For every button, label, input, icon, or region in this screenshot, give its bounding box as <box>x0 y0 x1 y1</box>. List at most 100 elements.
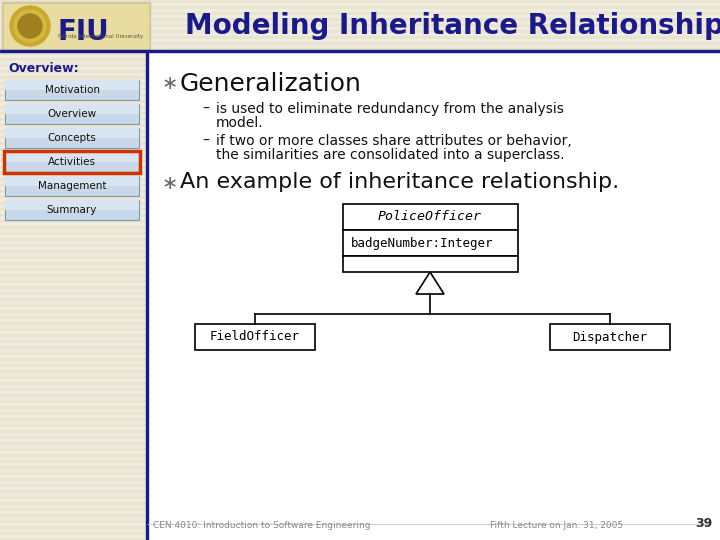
Bar <box>0 310 148 313</box>
Bar <box>0 433 148 436</box>
Bar <box>0 514 148 517</box>
Bar <box>0 58 148 61</box>
Bar <box>0 322 148 325</box>
Bar <box>0 151 148 154</box>
Bar <box>0 352 148 355</box>
Bar <box>0 460 148 463</box>
Bar <box>0 403 148 406</box>
Bar <box>0 340 148 343</box>
Bar <box>0 193 148 196</box>
Bar <box>195 324 315 350</box>
Bar <box>0 226 148 229</box>
Bar <box>0 21 720 24</box>
Text: –: – <box>202 134 209 148</box>
Bar <box>0 283 148 286</box>
Text: Fifth Lecture on Jan. 31, 2005: Fifth Lecture on Jan. 31, 2005 <box>490 521 623 530</box>
Bar <box>0 520 148 523</box>
Bar <box>5 128 139 148</box>
Text: Activities: Activities <box>48 157 96 167</box>
Bar <box>0 100 148 103</box>
Bar <box>0 85 148 88</box>
Bar <box>0 325 148 328</box>
Bar <box>0 157 148 160</box>
Text: 39: 39 <box>695 517 712 530</box>
Bar <box>0 97 148 100</box>
Bar <box>0 124 148 127</box>
Bar <box>0 166 148 169</box>
Bar <box>0 406 148 409</box>
Bar <box>0 229 148 232</box>
Bar <box>0 172 148 175</box>
Bar <box>0 169 148 172</box>
Text: Generalization: Generalization <box>180 72 362 96</box>
Bar <box>0 235 148 238</box>
Bar <box>0 265 148 268</box>
Bar <box>5 104 139 114</box>
Bar <box>0 247 148 250</box>
Bar <box>0 199 148 202</box>
Bar <box>0 379 148 382</box>
Bar <box>0 27 720 30</box>
Bar <box>0 0 720 3</box>
Bar <box>0 388 148 391</box>
Bar <box>0 184 148 187</box>
Bar <box>0 307 148 310</box>
Bar <box>0 490 148 493</box>
Bar <box>0 394 148 397</box>
Bar <box>0 298 148 301</box>
Bar <box>0 136 148 139</box>
Bar <box>0 472 148 475</box>
Text: Florida International University: Florida International University <box>58 34 143 39</box>
Bar <box>550 324 670 350</box>
Bar <box>0 51 720 54</box>
Bar <box>0 178 148 181</box>
Bar <box>0 385 148 388</box>
Bar <box>0 145 148 148</box>
Bar <box>0 373 148 376</box>
Bar <box>0 121 148 124</box>
Bar <box>0 142 148 145</box>
Bar <box>0 148 148 151</box>
Bar <box>0 163 148 166</box>
Bar <box>5 104 139 124</box>
Bar <box>0 376 148 379</box>
Bar <box>0 64 148 67</box>
Bar <box>0 262 148 265</box>
Bar <box>0 478 148 481</box>
Bar <box>0 223 148 226</box>
Bar <box>0 217 148 220</box>
Bar <box>0 355 148 358</box>
Bar <box>5 80 139 100</box>
Bar <box>0 487 148 490</box>
Bar <box>0 511 148 514</box>
Bar <box>0 48 720 51</box>
Bar <box>0 457 148 460</box>
Bar <box>0 436 148 439</box>
Bar <box>0 244 148 247</box>
Bar <box>0 154 148 157</box>
Bar <box>5 152 139 172</box>
Bar <box>0 211 148 214</box>
Bar <box>0 382 148 385</box>
Bar <box>5 176 139 196</box>
Text: An example of inheritance relationship.: An example of inheritance relationship. <box>180 172 619 192</box>
Bar <box>0 334 148 337</box>
Bar <box>0 526 148 529</box>
Bar <box>0 12 720 15</box>
Bar <box>0 430 148 433</box>
Text: Overview: Overview <box>48 109 96 119</box>
Bar <box>0 301 148 304</box>
Bar <box>0 481 148 484</box>
Circle shape <box>18 14 42 38</box>
Text: badgeNumber:Integer: badgeNumber:Integer <box>351 237 493 249</box>
Bar <box>343 204 518 230</box>
Bar <box>5 176 139 186</box>
Bar <box>0 391 148 394</box>
Bar <box>0 202 148 205</box>
Text: the similarities are consolidated into a superclass.: the similarities are consolidated into a… <box>216 148 564 162</box>
Text: CEN 4010: Introduction to Software Engineering: CEN 4010: Introduction to Software Engin… <box>153 521 371 530</box>
Bar <box>0 427 148 430</box>
Bar <box>146 52 148 540</box>
Bar <box>0 259 148 262</box>
Bar <box>0 532 148 535</box>
